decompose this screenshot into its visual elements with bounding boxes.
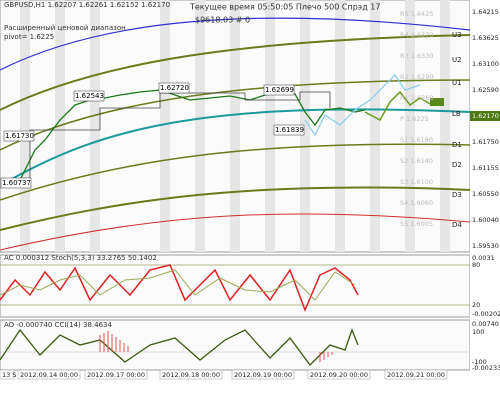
- price-label: 1.62699: [265, 86, 294, 94]
- price-label-box: [273, 124, 305, 136]
- upper-envelope: [0, 17, 471, 71]
- date-box: [384, 369, 448, 380]
- date-box: [307, 369, 371, 380]
- band-label: LB: [452, 110, 461, 118]
- ac-axis-label: 20: [472, 301, 480, 309]
- stoch-main: [0, 264, 359, 313]
- band-d4: [0, 213, 471, 251]
- pivot-axis-label: S2 1.6140: [400, 157, 433, 165]
- labels: GBPUSD,H1 1.62207 1.62261 1.62152 1.6217…: [4, 1, 380, 329]
- pivot-axis-label: R5 1.6425: [400, 10, 433, 18]
- main-chart: [0, 0, 471, 253]
- band-label: D1: [452, 141, 462, 149]
- forecast-alt-path: [304, 74, 421, 137]
- pivot-label: pivot= 1.6225: [4, 33, 54, 41]
- band-label: U1: [452, 79, 462, 87]
- price-label: 1.62720: [160, 84, 189, 92]
- price-label-box: [73, 90, 105, 102]
- band-label: D4: [452, 221, 462, 229]
- forecast-path: [364, 90, 431, 122]
- price-axis-label: 1.62590: [472, 86, 499, 94]
- ao-bars: [99, 331, 333, 362]
- symbol-line: GBPUSD,H1 1.62207 1.62261 1.62152 1.6217…: [4, 1, 170, 9]
- date-label: 2012.09.19 00:00: [234, 371, 292, 379]
- band-label: U3: [452, 31, 462, 39]
- status-line: Текущее время 05:50:05 Плечо 500 Спрэд 1…: [189, 3, 380, 12]
- price-label-box: [0, 177, 32, 189]
- date-box: [159, 369, 223, 380]
- cci-line: [0, 328, 359, 366]
- price-label: 1.62543: [75, 92, 104, 100]
- price-axis-label: 1.59530: [472, 242, 499, 250]
- date-box: [0, 369, 15, 380]
- price-label-box: [158, 82, 190, 94]
- price-label: 1.61730: [5, 132, 34, 140]
- pivot-axis-label: R1 1.6260: [400, 94, 433, 102]
- date-label: 2012.09.14 00:00: [20, 371, 78, 379]
- ao-axis-label: 100: [472, 328, 484, 336]
- pivot-axis-label: S1 1.6180: [400, 136, 433, 144]
- band-label: D3: [452, 191, 462, 199]
- balance-line: $9618.03 # 0: [195, 16, 250, 25]
- price-label-box: [263, 84, 295, 96]
- price-axis-label: 1.60040: [472, 216, 499, 224]
- date-box: [17, 369, 81, 380]
- ac-axis-label: 80: [472, 261, 480, 269]
- price-axis-label: 1.63625: [472, 34, 499, 42]
- ac-panel: [0, 254, 471, 318]
- price-axis-label: 1.64215: [472, 8, 499, 16]
- ac-axis-label: 0.0031: [472, 254, 495, 262]
- price-label: 1.60737: [2, 179, 31, 187]
- price-axis-label: 1.61750: [472, 138, 499, 146]
- band-label: U2: [452, 56, 462, 64]
- date-label: 2012.09.17 00:00: [87, 371, 145, 379]
- band-u3: [0, 34, 471, 111]
- band-u1: [0, 79, 471, 151]
- pivot-axis-label: R4 1.6370: [400, 31, 433, 39]
- pivot-axis-label: P 1.6225: [400, 115, 429, 123]
- ao-axis-label: -100: [472, 358, 487, 366]
- price-label: 1.61839: [275, 126, 304, 134]
- pivot-axis-label: S5 1.6005: [400, 220, 433, 228]
- pivot-axis-label: R3 1.6330: [400, 52, 433, 60]
- price-path: [4, 89, 366, 186]
- ao-title: AO -0.000740 CCI(14) 38.4634: [4, 321, 112, 329]
- pivot-axis-label: R2 1.6290: [400, 73, 433, 81]
- range-title: Расширенный ценовой диапазон: [4, 24, 126, 32]
- band-label: D2: [452, 161, 462, 169]
- price-marker: [430, 98, 444, 106]
- date-label: 2012.09.20 00:00: [310, 371, 368, 379]
- stoch-signal: [0, 269, 356, 301]
- date-box: [231, 369, 295, 380]
- current-price-box: [470, 111, 500, 121]
- price-axis-label: 1.63100: [472, 60, 499, 68]
- axis-background: [470, 0, 500, 380]
- center-line: [9, 108, 471, 181]
- ac-axis-label: -0.00202: [472, 310, 500, 318]
- date-label: 2012.09.21 00:00: [387, 371, 445, 379]
- ao-axis-label: 0.00740: [472, 320, 499, 328]
- band-d3: [0, 186, 471, 231]
- session-stripes: [20, 0, 450, 252]
- pivot-axis-label: S4 1.6060: [400, 199, 433, 207]
- price-label-box: [3, 130, 35, 142]
- date-label: 2012.09.18 00:00: [162, 371, 220, 379]
- date-box: [84, 369, 148, 380]
- band-d1: [0, 143, 471, 201]
- price-axis-label: 1.61155: [472, 164, 499, 172]
- date-label: 13 S: [2, 371, 16, 379]
- pivot-axis-label: S3 1.6100: [400, 178, 433, 186]
- ac-frame: [0, 254, 471, 318]
- ao-frame: [0, 319, 471, 371]
- ao-panel: [0, 319, 471, 371]
- price-axis-label: 1.60550: [472, 190, 499, 198]
- price-axis-label: 1.62170: [472, 112, 499, 120]
- ac-title: AC 0.000312 Stoch(5,3,3) 33.2765 50.1402: [4, 254, 157, 262]
